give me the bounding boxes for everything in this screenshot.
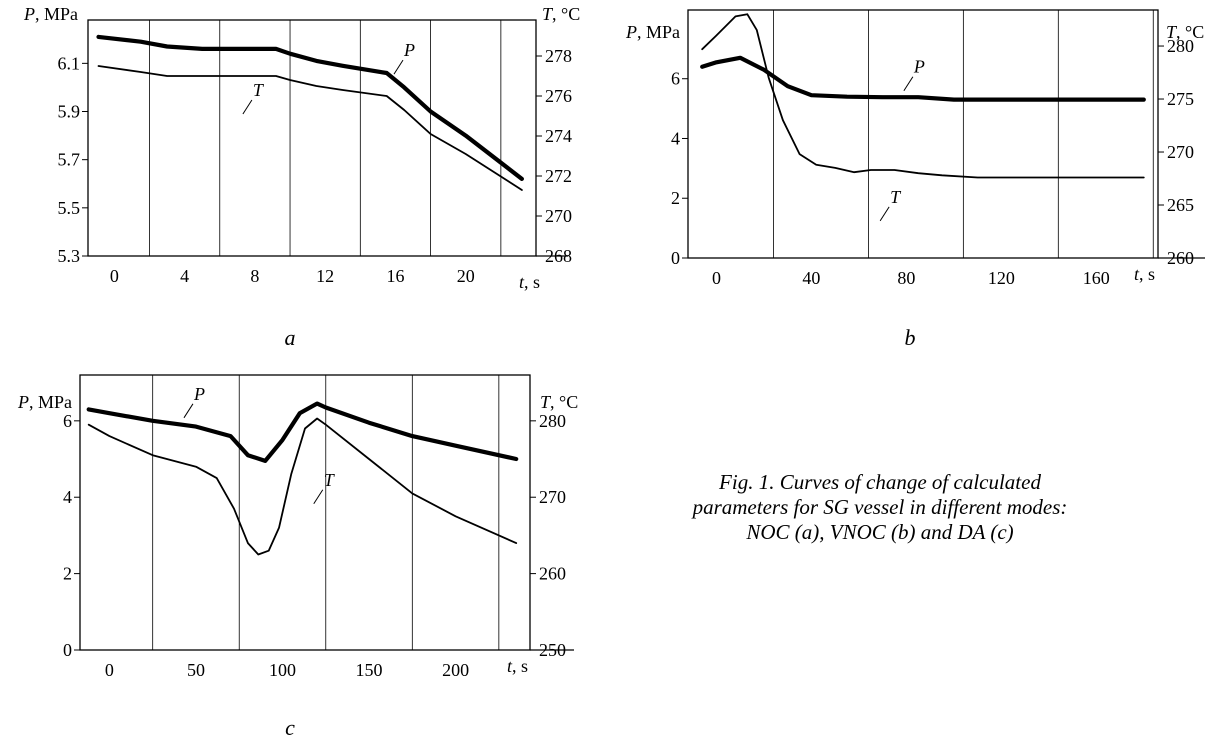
curve-label-t: T: [324, 470, 336, 490]
chart-panel-a: 0 4 8 12 16 20 5.3 5.5 5.7 5.9 6.1 268 270 272 274 276 2…: [23, 4, 580, 350]
y-right-tick-label: 270: [545, 206, 572, 226]
x-tick-label: 120: [988, 268, 1015, 288]
chart-panel-b: 0 40 80 120 160 0 2 4 6 260 265 270 275 280 P, MPa T, °…: [625, 9, 1205, 350]
series-line-p: [700, 55, 1146, 102]
y-left-tick-label: 6: [63, 411, 72, 431]
y-left-tick-label: 2: [63, 564, 72, 584]
y-right-tick-label: 280: [539, 411, 566, 431]
y-right-tick-label: 265: [1167, 195, 1194, 215]
x-tick-label: 8: [250, 266, 259, 286]
curve-label-leader: [183, 403, 194, 419]
plot-frame: [79, 374, 531, 651]
y-left-axis-title: P, MPa: [625, 22, 680, 42]
curve-label-leader: [242, 99, 253, 115]
y-right-tick-label: 270: [539, 487, 566, 507]
y-left-tick-label: 5.9: [58, 102, 81, 122]
y-right-tick-label: 275: [1167, 89, 1194, 109]
x-tick-label: 0: [105, 660, 114, 680]
y-left-tick-label: 4: [63, 487, 72, 507]
y-left-tick-label: 5.7: [58, 150, 81, 170]
x-axis-title: t, s: [519, 272, 540, 292]
x-tick-label: 50: [187, 660, 205, 680]
curve-label-leader: [313, 489, 324, 505]
x-axis-title: t, s: [1134, 264, 1155, 284]
y-left-tick-label: 5.5: [58, 198, 81, 218]
y-right-tick-label: 278: [545, 46, 572, 66]
series-line-t: [97, 65, 523, 191]
caption-line-3: NOC (a), VNOC (b) and DA (c): [746, 520, 1014, 544]
caption-line-1: Fig. 1. Curves of change of calculated: [719, 470, 1041, 494]
panel-label-c: c: [285, 715, 295, 740]
y-right-tick-label: 270: [1167, 142, 1194, 162]
curve-label-p: P: [913, 57, 925, 77]
x-tick-label: 40: [802, 268, 820, 288]
y-left-tick-label: 6: [671, 69, 680, 89]
panel-label-a: a: [285, 325, 296, 350]
y-left-tick-label: 0: [671, 248, 680, 268]
y-right-axis-title: T, °C: [1166, 22, 1204, 42]
y-left-tick-label: 2: [671, 188, 680, 208]
y-left-tick-label: 4: [671, 128, 680, 148]
x-axis-title: t, s: [507, 656, 528, 676]
x-tick-label: 0: [712, 268, 721, 288]
y-right-tick-label: 272: [545, 166, 572, 186]
x-tick-label: 150: [356, 660, 383, 680]
y-right-tick-label: 274: [545, 126, 572, 146]
y-left-tick-label: 0: [63, 640, 72, 660]
curve-label-t: T: [890, 187, 902, 207]
y-right-tick-label: 280: [1167, 36, 1194, 56]
x-tick-label: 200: [442, 660, 469, 680]
x-tick-label: 4: [180, 266, 189, 286]
plot-frame: [87, 19, 537, 257]
curve-label-leader: [879, 206, 890, 222]
y-left-tick-label: 6.1: [58, 53, 81, 73]
x-tick-label: 80: [897, 268, 915, 288]
curve-label-p: P: [403, 40, 415, 60]
figure-caption: Fig. 1. Curves of change of calculated p…: [640, 470, 1120, 545]
series-line-t: [701, 13, 1145, 179]
y-right-tick-label: 260: [539, 564, 566, 584]
series-line-p: [96, 34, 525, 181]
x-tick-label: 160: [1083, 268, 1110, 288]
curve-label-p: P: [193, 384, 205, 404]
panel-label-b: b: [905, 325, 916, 350]
y-left-axis-title: P, MPa: [17, 392, 72, 412]
y-right-tick-label: 260: [1167, 248, 1194, 268]
y-right-tick-label: 268: [545, 246, 572, 266]
plot-frame: [687, 9, 1159, 259]
x-tick-label: 100: [269, 660, 296, 680]
series-line-p: [86, 401, 519, 463]
y-right-axis-title: T, °C: [542, 4, 580, 24]
series-line-t: [87, 417, 518, 556]
y-left-tick-label: 5.3: [58, 246, 81, 266]
y-right-axis-title: T, °C: [540, 392, 578, 412]
x-tick-label: 0: [110, 266, 119, 286]
x-tick-label: 16: [386, 266, 404, 286]
chart-panel-c: 0 50 100 150 200 0 2 4 6 250 260 270 280 P, MPa T, °C t…: [17, 374, 578, 740]
x-tick-label: 20: [457, 266, 475, 286]
curve-label-leader: [393, 59, 404, 75]
x-tick-label: 12: [316, 266, 334, 286]
y-right-tick-label: 276: [545, 86, 572, 106]
caption-line-2: parameters for SG vessel in different mo…: [692, 495, 1068, 519]
curve-label-t: T: [253, 80, 265, 100]
y-right-tick-label: 250: [539, 640, 566, 660]
curve-label-leader: [903, 76, 914, 92]
y-left-axis-title: P, MPa: [23, 4, 78, 24]
